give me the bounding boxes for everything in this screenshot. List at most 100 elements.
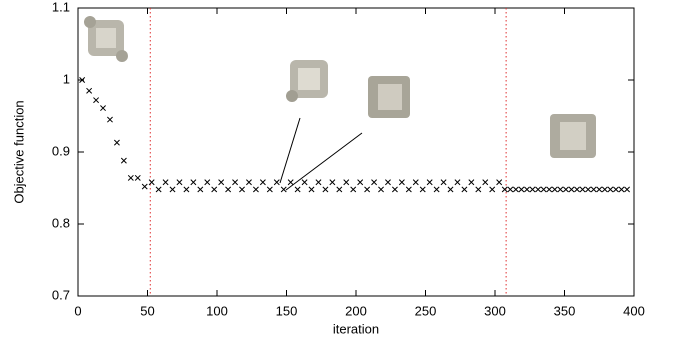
point [530,187,535,192]
point [330,180,335,185]
point [170,187,175,192]
point [191,180,196,185]
point [156,187,161,192]
shape [560,122,586,150]
point [302,180,307,185]
point [163,180,168,185]
point [337,187,342,192]
chart: iteration Objective function 0.70.80.911… [0,0,675,351]
thumbnail [84,16,128,62]
point [569,187,574,192]
point [267,187,272,192]
point [316,180,321,185]
point [508,187,513,192]
point [309,187,314,192]
y-tick-label: 0.8 [52,215,70,230]
point [613,187,618,192]
point [448,187,453,192]
shape [286,90,298,102]
point [519,187,524,192]
point [205,180,210,185]
point [184,187,189,192]
point [351,187,356,192]
point [212,187,217,192]
annotation-line [280,118,300,183]
point [378,187,383,192]
point [87,88,92,93]
point [281,187,286,192]
point [586,187,591,192]
point [149,180,154,185]
point [323,187,328,192]
point [114,140,119,145]
x-tick-label: 200 [345,303,367,318]
point [128,175,133,180]
point [535,187,540,192]
point [420,187,425,192]
point [135,175,140,180]
annotation-line [286,133,362,190]
point [93,98,98,103]
point [232,180,237,185]
shape [298,68,320,90]
y-tick-label: 1.1 [52,0,70,14]
point [455,180,460,185]
point [177,180,182,185]
thumbnail [550,114,596,158]
y-axis-label: Objective function [11,100,26,203]
point [608,187,613,192]
x-tick-label: 0 [74,303,81,318]
point [619,187,624,192]
x-tick-label: 400 [623,303,645,318]
point [226,187,231,192]
shape [96,28,116,48]
point [392,187,397,192]
y-tick-label: 0.9 [52,143,70,158]
point [462,187,467,192]
point [288,180,293,185]
shape [84,16,96,28]
point [413,180,418,185]
point [497,180,502,185]
point [524,187,529,192]
point [274,180,279,185]
point [406,187,411,192]
point [624,187,629,192]
x-tick-label: 150 [276,303,298,318]
thumbnail [368,76,410,118]
y-tick-label: 1 [63,71,70,86]
point [490,187,495,192]
thumbnail [286,60,328,102]
x-tick-label: 50 [140,303,154,318]
point [219,180,224,185]
point [253,187,258,192]
point [591,187,596,192]
point [469,180,474,185]
point [580,187,585,192]
x-tick-label: 350 [554,303,576,318]
point [142,184,147,189]
point [597,187,602,192]
x-tick-label: 100 [206,303,228,318]
point [441,180,446,185]
point [121,158,126,163]
x-tick-label: 300 [484,303,506,318]
point [574,187,579,192]
point [513,187,518,192]
point [399,180,404,185]
structure-thumbnails [84,16,596,190]
x-tick-label: 250 [415,303,437,318]
point [260,180,265,185]
point [541,187,546,192]
point [552,187,557,192]
point [558,187,563,192]
point [547,187,552,192]
point [483,180,488,185]
point [239,187,244,192]
point [563,187,568,192]
point [198,187,203,192]
x-axis-label: iteration [333,321,379,336]
point [476,187,481,192]
point [434,187,439,192]
point [371,180,376,185]
